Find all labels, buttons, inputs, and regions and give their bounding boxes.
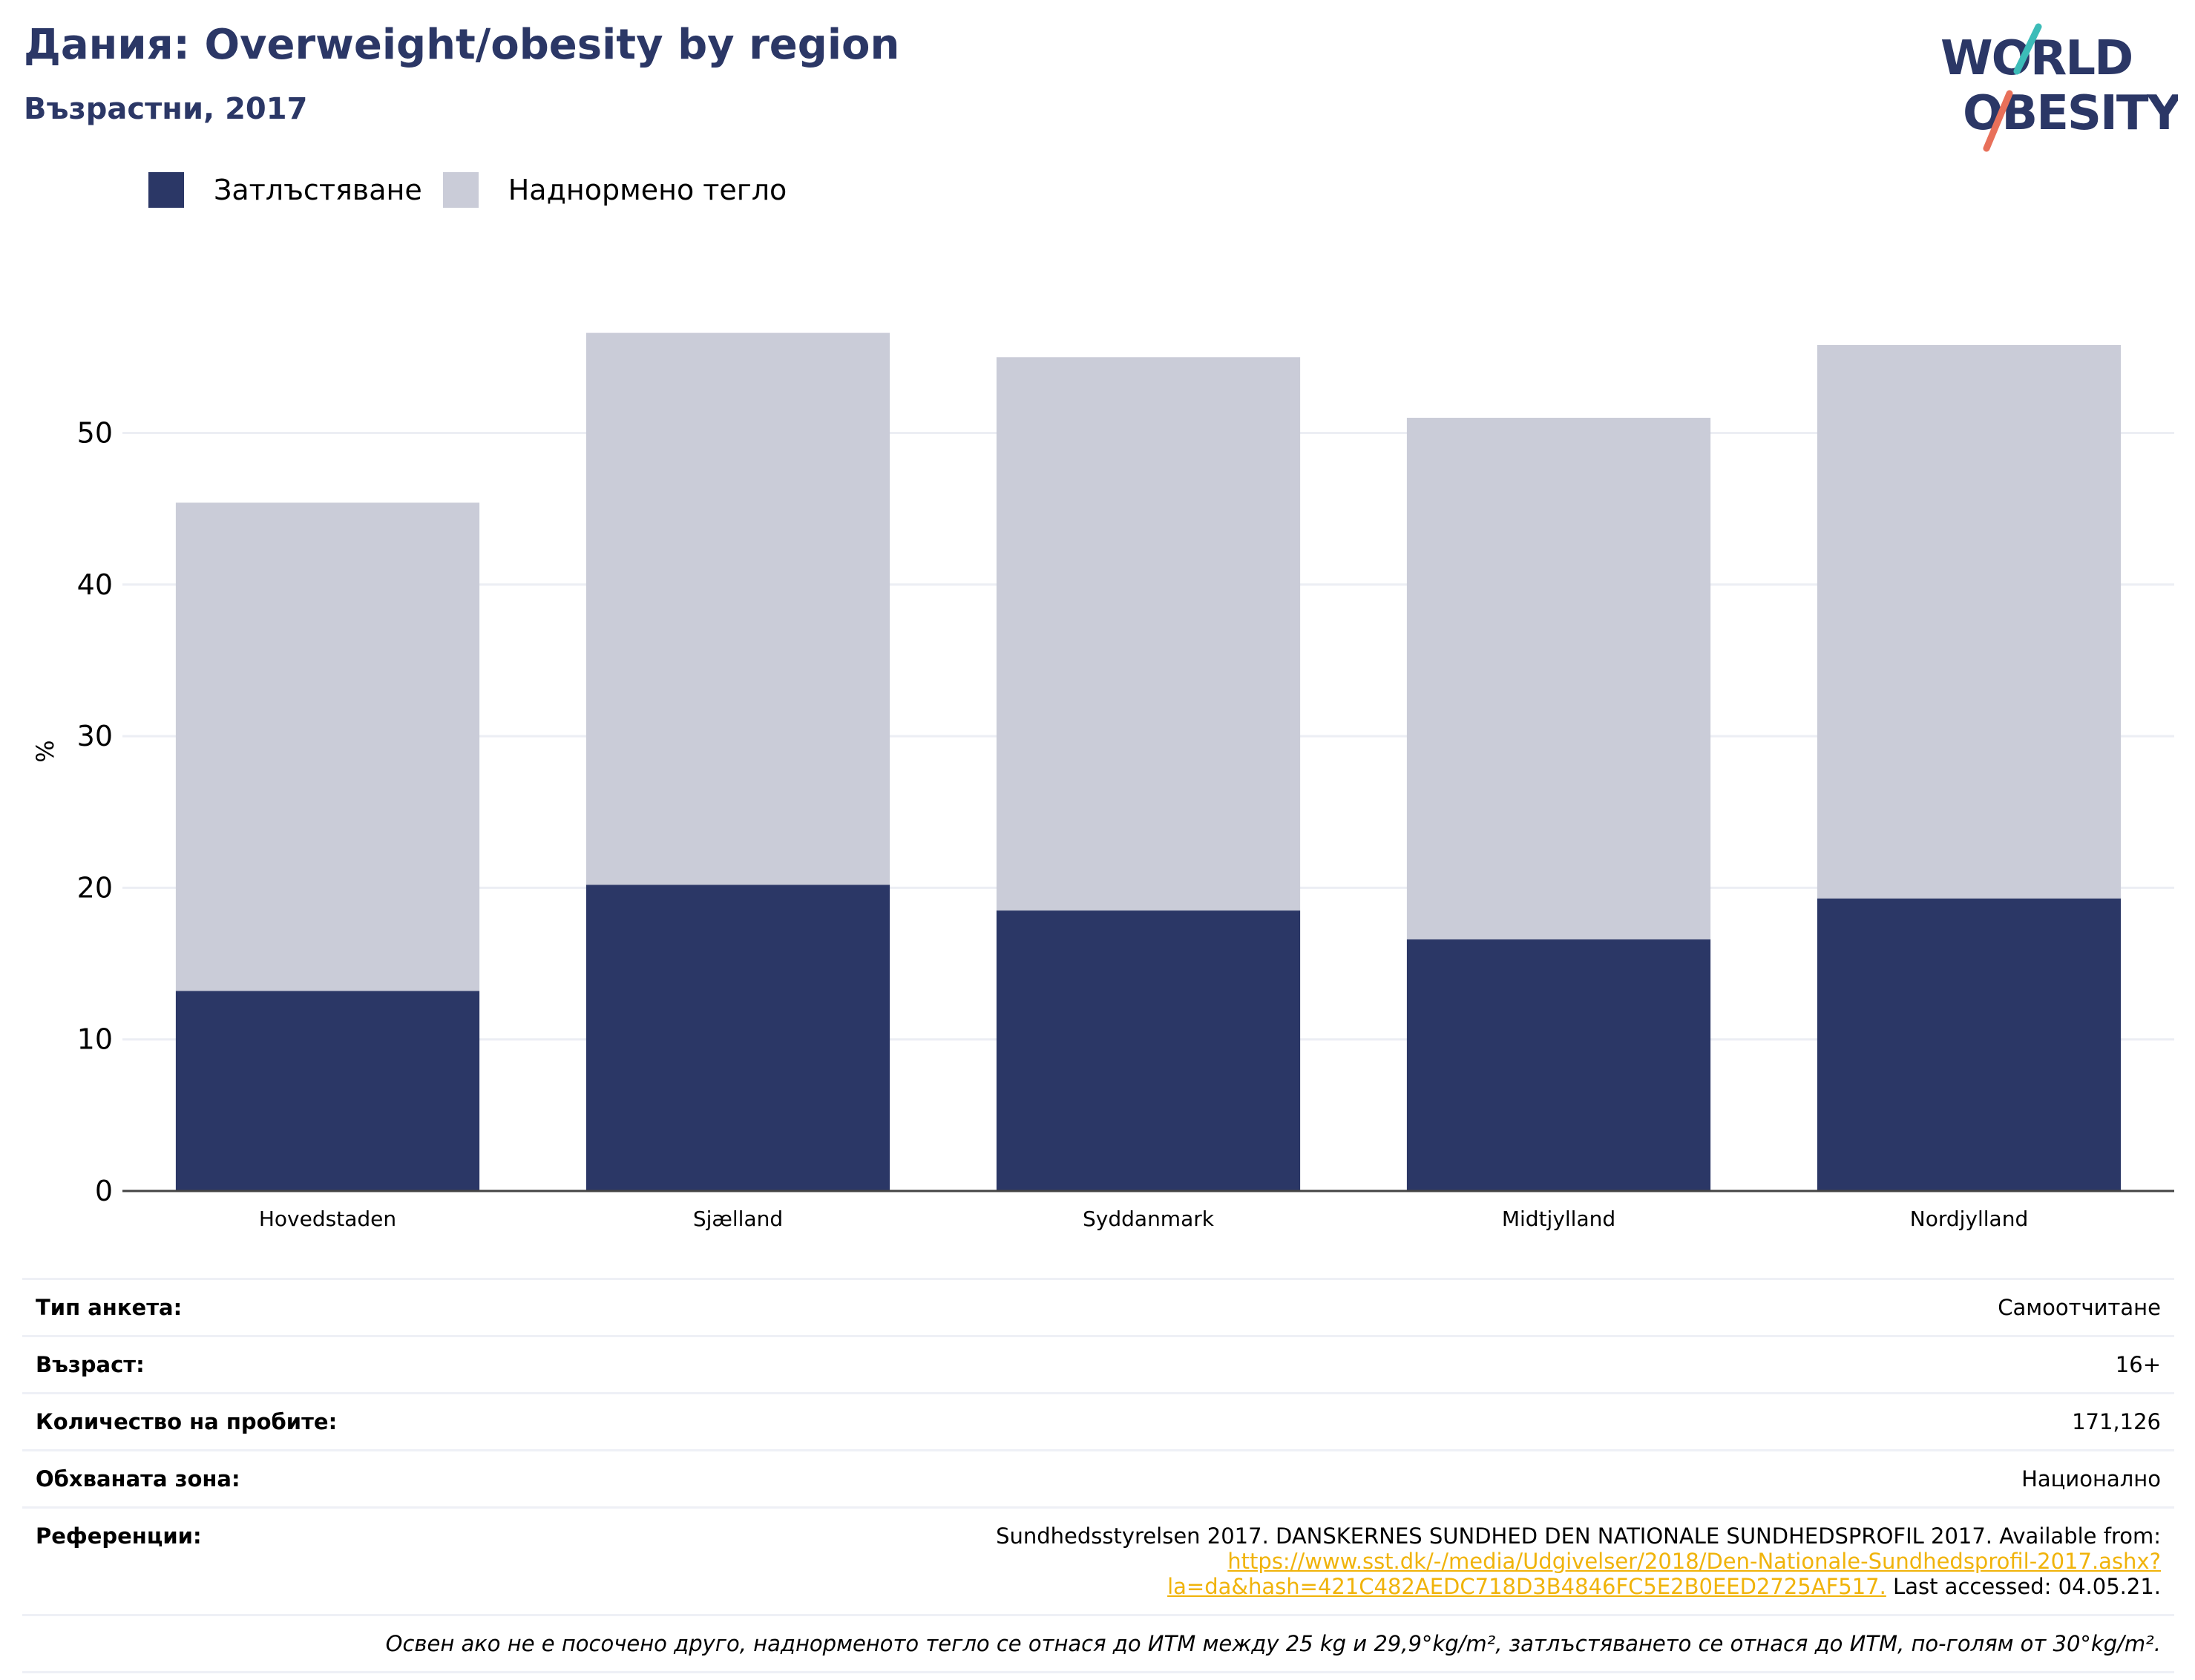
info-value: 16+ bbox=[2115, 1352, 2161, 1377]
legend-swatch-obesity bbox=[148, 172, 184, 208]
y-tick-label: 0 bbox=[95, 1175, 113, 1207]
bar-overweight bbox=[1817, 344, 2122, 899]
x-tick-label: Midtjylland bbox=[1502, 1207, 1615, 1231]
y-axis-label: % bbox=[31, 740, 59, 762]
bar-obesity bbox=[1406, 939, 1711, 1191]
y-tick-label: 20 bbox=[77, 871, 113, 904]
bar-chart: 0 10 20 30 40 50% Hovedstaden Sjælland Syddanmar… bbox=[31, 332, 2174, 1231]
reference-text-before: Sundhedsstyrelsen 2017. DANSKERNES SUNDH… bbox=[996, 1523, 2161, 1549]
bmi-note-text: Освен ако не е посочено друго, наднормен… bbox=[385, 1631, 2161, 1656]
logo-line-1: WORLD bbox=[1940, 31, 2132, 86]
info-label: Референции: bbox=[36, 1523, 202, 1549]
bmi-note: Освен ако не е посочено друго, наднормен… bbox=[22, 1614, 2174, 1673]
info-value: Самоотчитане bbox=[1998, 1295, 2161, 1320]
bar-obesity bbox=[996, 910, 1301, 1191]
page-subtitle: Възрастни, 2017 bbox=[24, 92, 308, 126]
bar-obesity bbox=[175, 991, 480, 1191]
page-title: Дания: Overweight/obesity by region bbox=[24, 21, 900, 69]
info-row-age: Възраст: 16+ bbox=[22, 1335, 2174, 1392]
world-obesity-logo: WORLD OBESITY bbox=[1940, 23, 2178, 152]
x-tick-label: Hovedstaden bbox=[259, 1207, 396, 1231]
info-label: Тип анкета: bbox=[36, 1295, 183, 1320]
chart-legend: Затлъстяване Наднормено тегло bbox=[148, 169, 807, 211]
legend-label-overweight: Наднормено тегло bbox=[508, 174, 787, 206]
logo-coral-slash bbox=[1983, 90, 2013, 152]
y-tick-label: 50 bbox=[77, 416, 113, 449]
reference-link[interactable]: https://www.sst.dk/-/media/Udgivelser/20… bbox=[1167, 1549, 2161, 1599]
x-tick-label: Syddanmark bbox=[1083, 1207, 1215, 1231]
info-value: Национално bbox=[2021, 1466, 2161, 1492]
info-row-coverage: Обхваната зона: Национално bbox=[22, 1449, 2174, 1506]
legend-item-overweight[interactable]: Наднормено тегло bbox=[442, 172, 787, 208]
bar-overweight bbox=[585, 332, 890, 885]
reference-text: Sundhedsstyrelsen 2017. DANSKERNES SUNDH… bbox=[647, 1523, 2161, 1599]
bar-overweight bbox=[175, 502, 480, 991]
y-tick-label: 30 bbox=[77, 720, 113, 752]
info-label: Възраст: bbox=[36, 1352, 145, 1377]
info-row-survey-type: Тип анкета: Самоотчитане bbox=[22, 1278, 2174, 1335]
bar-overweight bbox=[996, 357, 1301, 911]
legend-item-obesity[interactable]: Затлъстяване bbox=[148, 172, 422, 208]
y-tick-label: 10 bbox=[77, 1023, 113, 1056]
bar-obesity bbox=[585, 885, 890, 1191]
x-tick-label: Sjælland bbox=[693, 1207, 783, 1231]
bar-obesity bbox=[1817, 898, 2122, 1191]
info-row-references: Референции: Sundhedsstyrelsen 2017. DANS… bbox=[22, 1506, 2174, 1614]
info-label: Обхваната зона: bbox=[36, 1466, 240, 1492]
survey-info-table: Тип анкета: Самоотчитане Възраст: 16+ Ко… bbox=[22, 1278, 2174, 1673]
bar-overweight bbox=[1406, 418, 1711, 939]
x-tick-label: Nordjylland bbox=[1910, 1207, 2028, 1231]
reference-text-after: Last accessed: 04.05.21. bbox=[1886, 1574, 2161, 1599]
info-row-sample-size: Количество на пробите: 171,126 bbox=[22, 1392, 2174, 1449]
legend-swatch-overweight bbox=[442, 172, 479, 208]
logo-teal-slash bbox=[2013, 23, 2042, 75]
info-value: 171,126 bbox=[2072, 1409, 2161, 1434]
legend-label-obesity: Затлъстяване bbox=[214, 174, 422, 206]
info-label: Количество на пробите: bbox=[36, 1409, 338, 1434]
y-tick-label: 40 bbox=[77, 568, 113, 601]
